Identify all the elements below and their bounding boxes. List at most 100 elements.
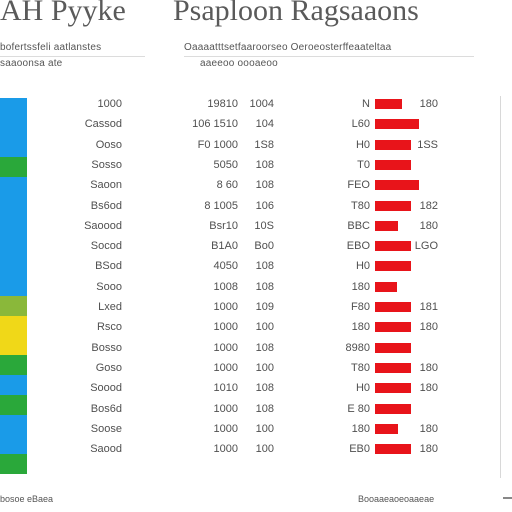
- table-row[interactable]: Lxed 1000 109 F80 181: [0, 299, 512, 315]
- row-value-4: 1SS: [417, 138, 438, 151]
- table-row[interactable]: Bosso 1000 108 8980: [0, 340, 512, 356]
- row-bar: [375, 200, 412, 211]
- row-value-3: N: [362, 98, 370, 110]
- row-name: Bosso: [91, 341, 122, 354]
- row-name: Socod: [90, 240, 122, 253]
- row-value-4: 180: [419, 321, 438, 334]
- color-segment: [0, 315, 27, 336]
- row-value-3: EB0: [349, 443, 370, 456]
- row-value-2: 100: [255, 422, 274, 435]
- row-bar: [375, 220, 398, 231]
- row-name: BSod: [95, 260, 122, 273]
- table-row[interactable]: Sooo 1008 108 180: [0, 279, 512, 295]
- row-value-3: H0: [355, 138, 370, 151]
- row-value-1: 8 1005: [204, 199, 238, 212]
- row-name: Sooo: [96, 280, 122, 293]
- table-row[interactable]: Bs6od 8 1005 106 T80 182: [0, 198, 512, 214]
- row-value-3: FEO: [347, 179, 370, 192]
- row-value-3: T80: [351, 199, 370, 212]
- row-value-1: 8 60: [216, 179, 238, 192]
- row-value-2: 100: [255, 321, 274, 334]
- row-bar: [375, 362, 412, 373]
- row-value-1: 1008: [213, 280, 238, 293]
- category-color-strip: [0, 98, 27, 474]
- row-name: Soood: [90, 382, 122, 395]
- row-name: Bs6od: [90, 199, 122, 212]
- color-segment: [0, 256, 27, 277]
- color-segment: [0, 374, 27, 395]
- row-value-2: 108: [255, 158, 274, 171]
- row-name: Saood: [90, 443, 122, 456]
- color-segment: [0, 414, 27, 435]
- row-value-2: 10S: [254, 219, 274, 232]
- row-value-2: 104: [255, 118, 274, 131]
- row-bar: [375, 99, 403, 109]
- table-row[interactable]: Rsco 1000 100 180 180: [0, 319, 512, 335]
- table-row[interactable]: Goso 1000 100 T80 180: [0, 360, 512, 376]
- table-row[interactable]: 1000 19810 1004 N 180: [0, 96, 512, 112]
- table-row[interactable]: Soood 1010 108 H0 180: [0, 380, 512, 396]
- table-row[interactable]: Cassod 106 1510 104 L60: [0, 116, 512, 132]
- page-title-right: Psaploon Ragsaaons: [173, 0, 419, 27]
- row-value-4: 181: [419, 301, 438, 313]
- row-value-4: LGO: [414, 240, 438, 253]
- row-value-1: 1000: [213, 341, 238, 354]
- color-segment: [0, 394, 27, 415]
- table-row[interactable]: Bos6d 1000 108 E 80: [0, 401, 512, 417]
- color-segment: [0, 236, 27, 257]
- row-value-4: 180: [419, 382, 438, 395]
- row-name: Sosso: [91, 158, 122, 171]
- page-title-left: AH Pyyke: [0, 0, 126, 27]
- table-row[interactable]: BSod 4050 108 H0: [0, 258, 512, 274]
- row-value-1: 1010: [213, 382, 238, 395]
- row-value-3: F80: [351, 301, 370, 313]
- row-bar: [375, 383, 412, 394]
- row-value-1: B1A0: [211, 240, 238, 253]
- color-segment: [0, 335, 27, 356]
- row-value-2: 108: [255, 402, 274, 415]
- table-row[interactable]: Saoood Bsr10 10S BBC 180: [0, 218, 512, 234]
- row-name: Ooso: [95, 138, 122, 151]
- subtitle-left-2: saaoonsa ate: [0, 58, 63, 69]
- color-segment: [0, 454, 27, 474]
- row-bar: [375, 423, 398, 434]
- row-bar: [375, 342, 412, 353]
- row-value-1: F0 1000: [197, 138, 238, 151]
- row-value-3: L60: [351, 118, 370, 131]
- row-value-3: 180: [351, 422, 370, 435]
- table-row[interactable]: Saoon 8 60 108 FEO: [0, 177, 512, 193]
- row-value-1: 19810: [207, 98, 238, 110]
- color-segment: [0, 196, 27, 217]
- row-value-3: 180: [351, 321, 370, 334]
- row-bar: [375, 119, 419, 130]
- footer-mark: [503, 497, 512, 499]
- color-segment: [0, 276, 27, 296]
- row-value-1: 1000: [213, 422, 238, 435]
- row-value-4: 180: [419, 219, 438, 232]
- row-value-2: 108: [255, 341, 274, 354]
- row-value-3: EBO: [346, 240, 370, 253]
- row-value-3: 180: [351, 280, 370, 293]
- color-segment: [0, 216, 27, 237]
- row-value-2: 1004: [249, 98, 274, 110]
- row-value-1: 1000: [213, 361, 238, 374]
- row-value-1: 106 1510: [192, 118, 238, 131]
- row-value-3: BBC: [347, 219, 370, 232]
- row-value-1: 1000: [213, 301, 238, 313]
- color-segment: [0, 117, 27, 138]
- row-value-2: 108: [255, 382, 274, 395]
- color-segment: [0, 355, 27, 375]
- color-segment: [0, 157, 27, 178]
- table-row[interactable]: Sosso 5050 108 T0: [0, 157, 512, 173]
- row-value-4: 180: [419, 422, 438, 435]
- row-value-2: 106: [255, 199, 274, 212]
- table-row[interactable]: Soose 1000 100 180 180: [0, 421, 512, 437]
- row-name: Saoon: [90, 179, 122, 192]
- row-value-3: E 80: [347, 402, 370, 415]
- row-name: 1000: [97, 98, 122, 110]
- table-row[interactable]: Saood 1000 100 EB0 180: [0, 441, 512, 457]
- table-row[interactable]: Socod B1A0 Bo0 EBO LGO: [0, 238, 512, 254]
- row-value-3: T0: [357, 158, 370, 171]
- table-row[interactable]: Ooso F0 1000 1S8 H0 1SS: [0, 137, 512, 153]
- row-value-2: 1S8: [254, 138, 274, 151]
